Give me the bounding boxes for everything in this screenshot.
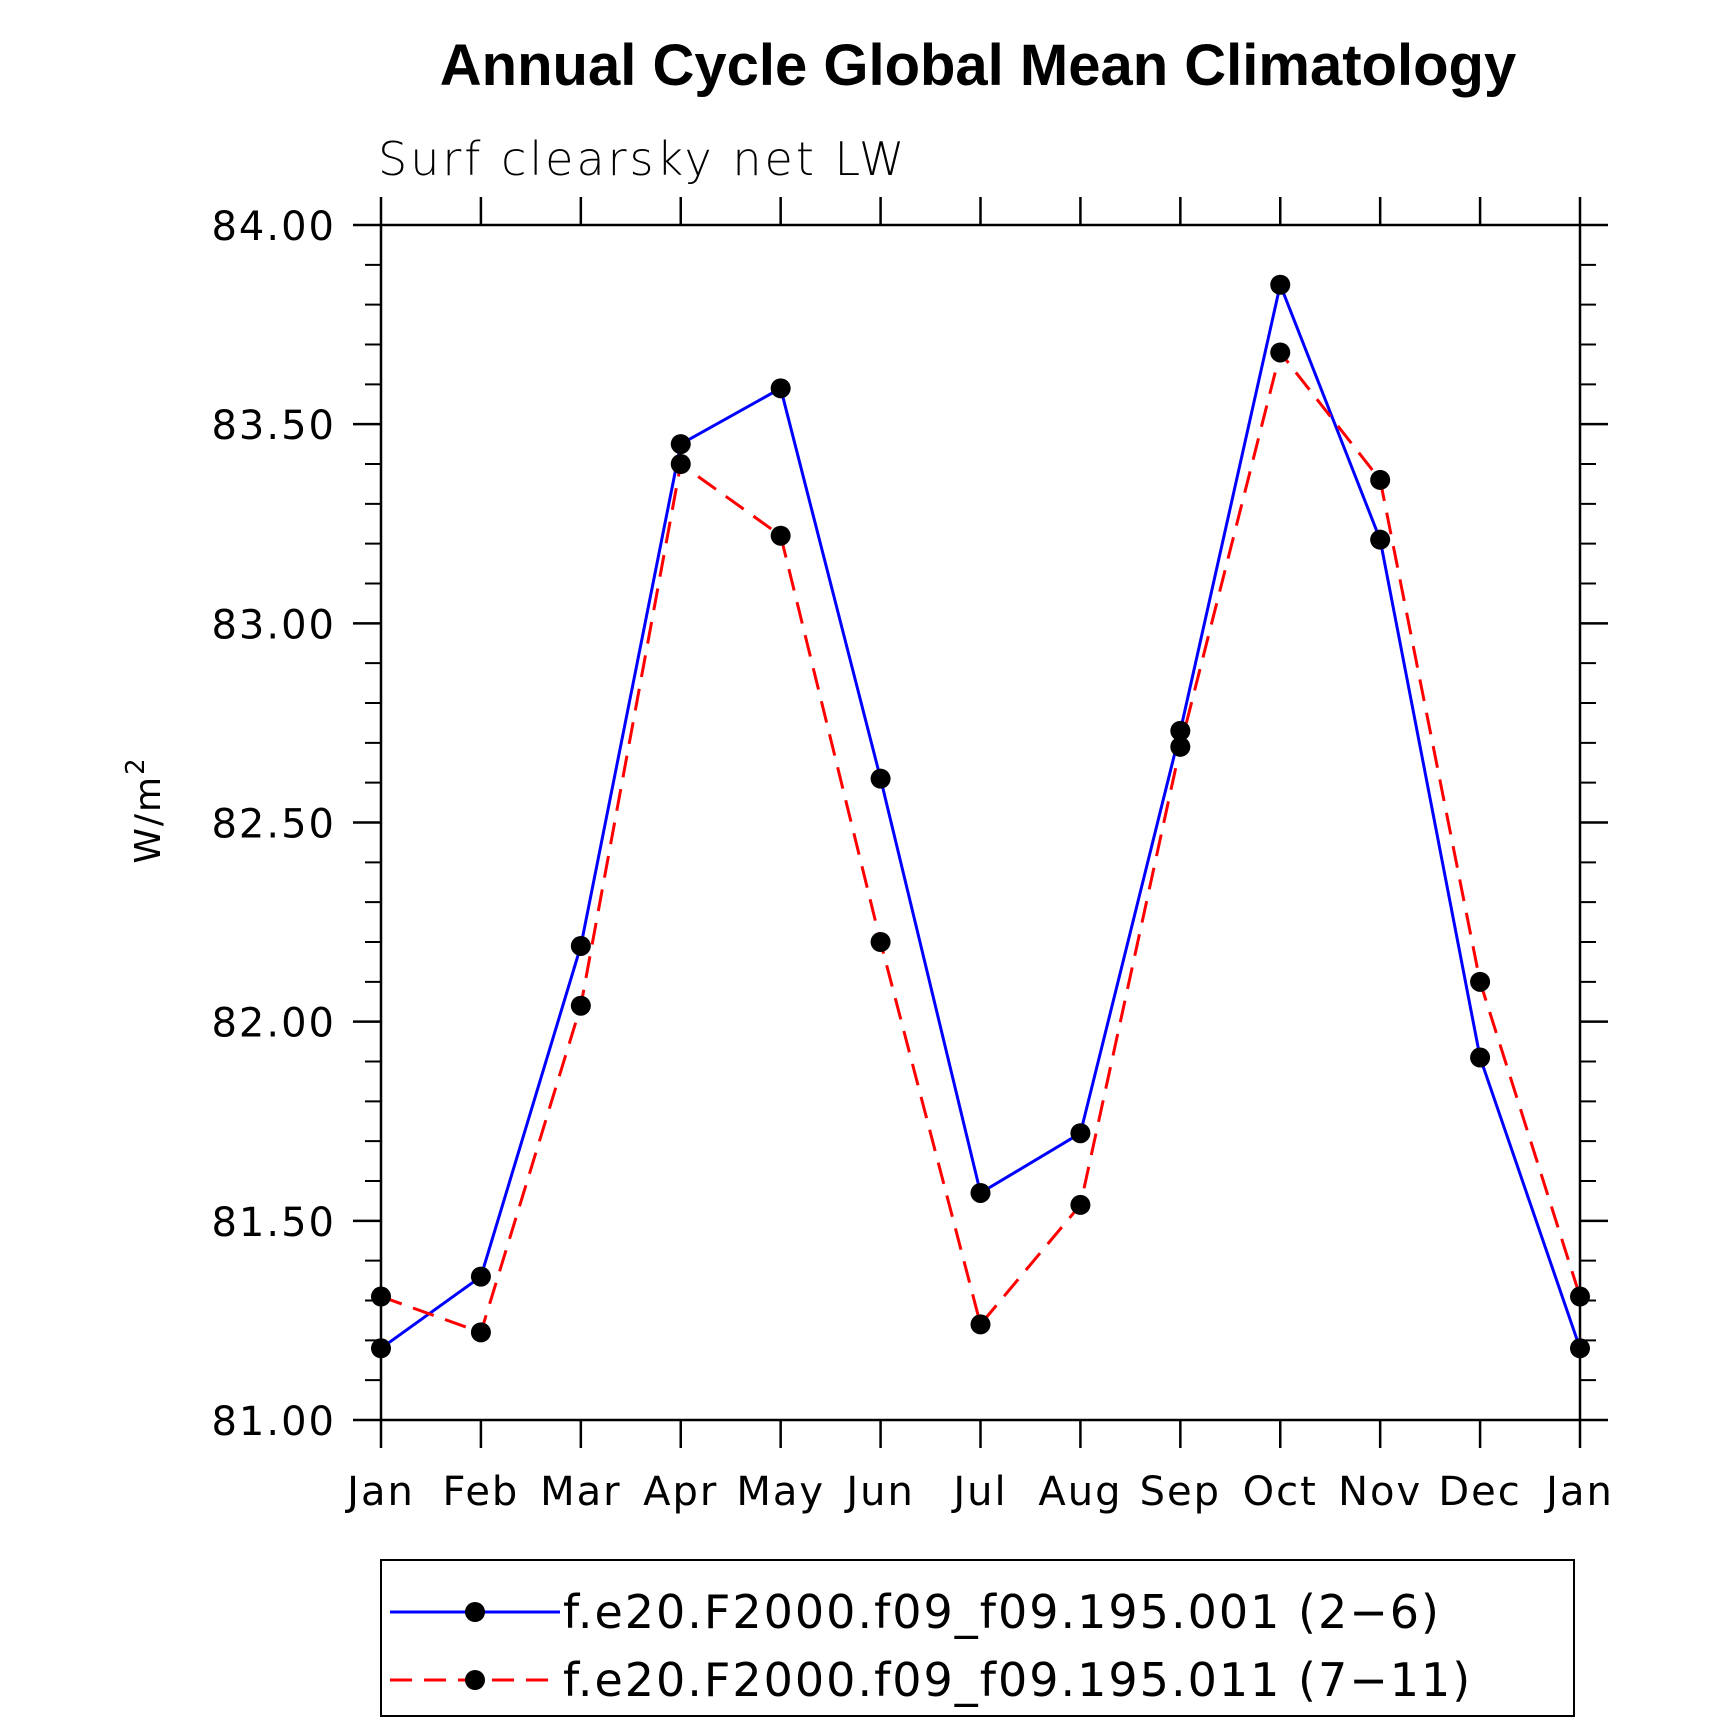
data-point-series-2 [1470,971,1491,992]
y-axis-label-superscript: 2 [121,756,151,775]
legend-label-1: f.e20.F2000.f09_f09.195.001 (2−6) [563,1585,1441,1639]
data-point-series-2 [1370,469,1391,490]
legend-marker-2 [465,1670,485,1690]
data-point-series-1 [1170,720,1191,741]
x-tick-label: Aug [1038,1469,1122,1515]
legend-label-2: f.e20.F2000.f09_f09.195.011 (7−11) [563,1653,1472,1707]
data-point-series-1 [1070,1123,1091,1144]
data-point-series-2 [371,1286,391,1307]
y-axis-title: W/m2 [121,756,169,863]
x-tick-label: Jul [950,1469,1007,1515]
x-tick-label: Jan [344,1469,415,1515]
x-tick-label: Jun [843,1469,915,1515]
x-tick-label: Dec [1438,1469,1521,1515]
y-tick-label: 82.00 [211,1001,336,1047]
x-tick-label: Jan [1543,1469,1614,1515]
data-point-series-2 [1070,1194,1091,1215]
x-tick-label: Feb [443,1469,520,1515]
data-point-series-2 [670,454,691,474]
data-point-series-1 [470,1266,491,1287]
data-point-series-2 [970,1314,991,1335]
data-point-series-1 [970,1182,991,1203]
data-point-series-2 [470,1322,491,1343]
data-point-series-1 [1370,529,1391,550]
legend-box [380,1559,1575,1717]
series-layer [371,274,1590,1359]
data-point-series-2 [870,932,891,952]
data-point-series-1 [1570,1338,1590,1359]
y-tick-label: 81.00 [211,1399,336,1445]
x-tick-label: Nov [1338,1469,1422,1515]
data-point-series-1 [1270,274,1291,295]
y-tick-label: 81.50 [211,1200,336,1246]
data-point-series-1 [371,1338,391,1359]
data-point-series-2 [1170,736,1191,757]
y-tick-label: 84.00 [211,204,336,250]
data-point-series-2 [770,525,791,546]
x-tick-label: May [736,1469,825,1515]
x-tick-label: Oct [1243,1469,1318,1515]
plot-frame [379,223,1582,1422]
axes: Jan Feb Mar Apr May Jun Jul Aug Sep Oct Nov Dec Jan8… [211,197,1614,1515]
data-point-series-2 [1270,342,1291,363]
data-point-series-1 [870,768,891,789]
y-tick-label: 83.50 [211,403,336,449]
chart-title: Annual Cycle Global Mean Climatology [440,33,1516,98]
y-tick-label: 83.00 [211,602,336,648]
chart-subtitle: Surf clearsky net LW [378,132,907,186]
data-point-series-1 [770,378,791,399]
y-axis-label: W/m [128,775,169,864]
legend-marker-1 [465,1602,485,1622]
y-tick-label: 82.50 [211,802,336,848]
data-point-series-2 [570,995,591,1016]
x-tick-label: Mar [540,1469,621,1515]
data-point-series-2 [1570,1286,1590,1307]
data-point-series-1 [1470,1047,1491,1068]
data-point-series-1 [570,935,591,956]
data-point-series-1 [670,434,691,455]
svg-text:W/m2: W/m2 [121,756,169,863]
x-tick-label: Sep [1140,1469,1221,1515]
x-tick-label: Apr [643,1469,718,1515]
legend: f.e20.F2000.f09_f09.195.001 (2−6) f.e20.F… [390,1585,1472,1707]
